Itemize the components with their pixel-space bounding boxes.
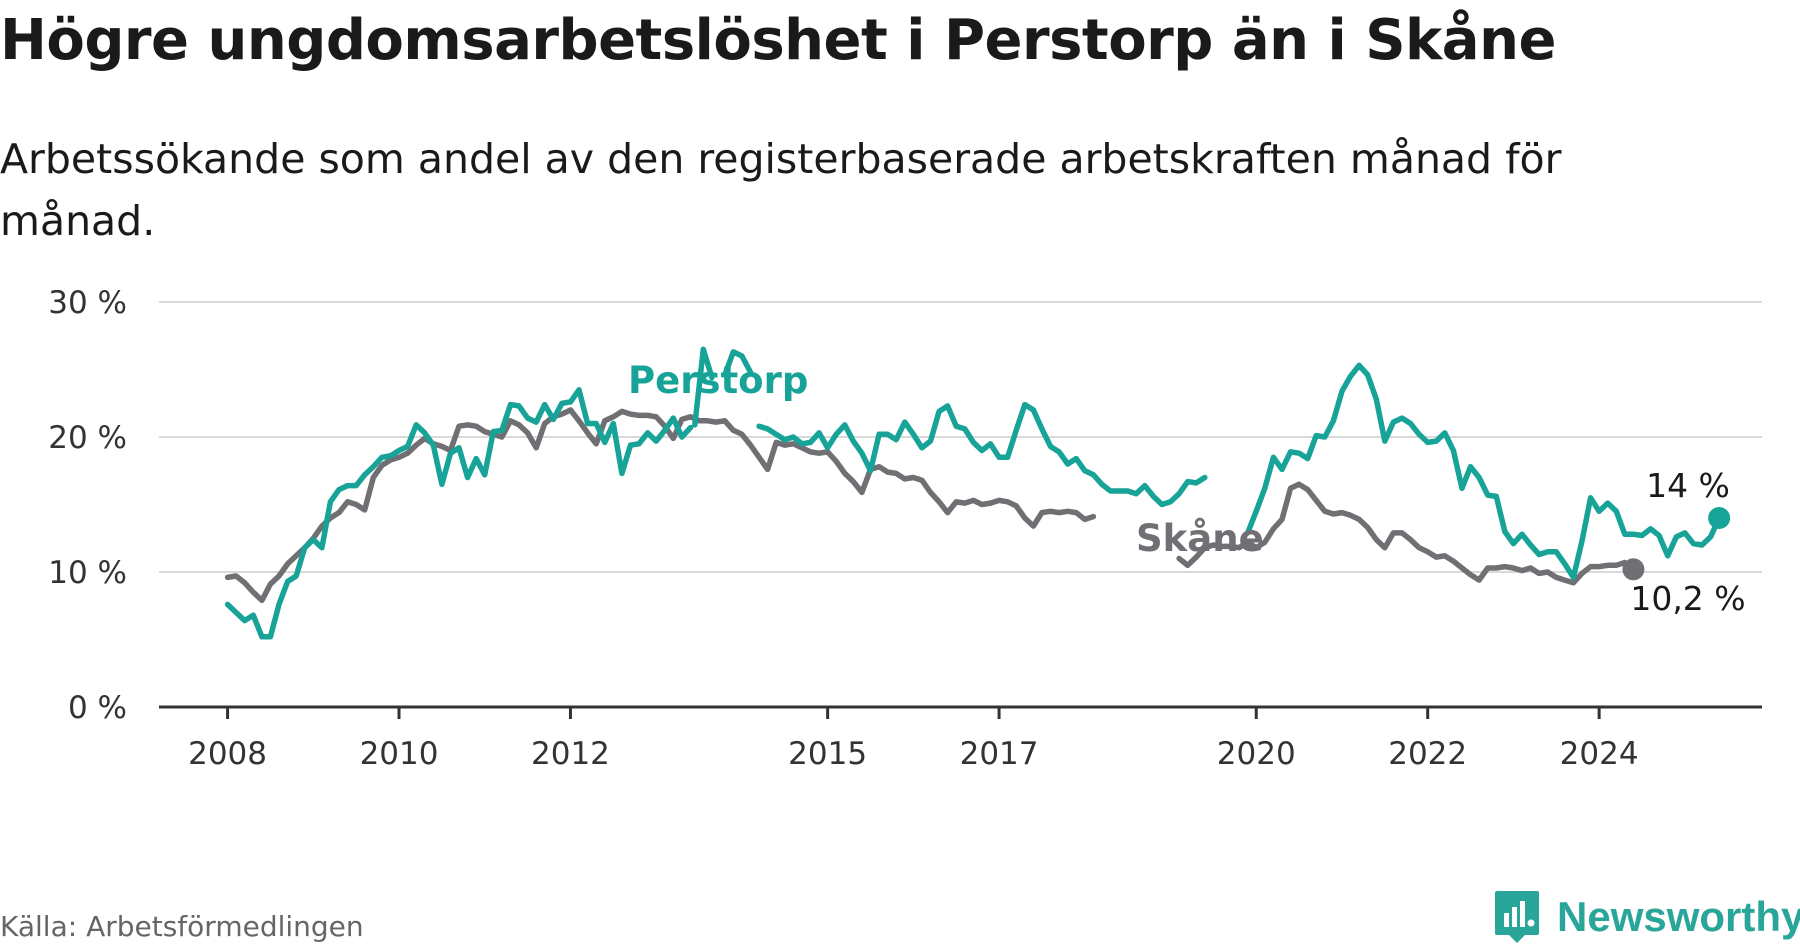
y-tick-label: 10 % [48, 555, 127, 591]
x-tick-label: 2015 [788, 736, 867, 772]
end-point-skane [1622, 558, 1645, 581]
series-labels: Perstorp Skåne 14 % 10,2 % [628, 359, 1746, 618]
series-lines [224, 346, 1731, 640]
series-line-perstorp [722, 349, 754, 378]
y-axis-ticks: 0 % 10 % 20 % 30 % [48, 285, 127, 726]
chart-subtitle: Arbetssökande som andel av den registerb… [0, 135, 1562, 245]
brand-name: Newsworthy [1557, 893, 1800, 940]
series-line-skane [1176, 481, 1637, 586]
x-tick-label: 2017 [960, 736, 1039, 772]
x-tick-label: 2012 [531, 736, 610, 772]
y-tick-label: 30 % [48, 285, 127, 321]
x-tick-label: 2022 [1388, 736, 1467, 772]
series-line-perstorp [692, 346, 715, 428]
x-tick-label: 2008 [188, 736, 267, 772]
x-tick-label: 2020 [1217, 736, 1296, 772]
series-line-perstorp [756, 401, 1208, 508]
end-label-perstorp: 14 % [1646, 466, 1730, 505]
series-label-perstorp: Perstorp [628, 359, 808, 402]
chart-title: Högre ungdomsarbetslöshet i Perstorp än … [0, 8, 1556, 73]
series-label-skane: Skåne [1136, 517, 1264, 560]
series-line-skane [224, 407, 1097, 604]
y-tick-label: 20 % [48, 420, 127, 456]
end-label-skane: 10,2 % [1630, 579, 1745, 618]
x-tick-label: 2024 [1560, 736, 1639, 772]
y-tick-label: 0 % [68, 690, 127, 726]
end-point-perstorp [1708, 507, 1731, 529]
line-chart: 0 % 10 % 20 % 30 % 2008 2010 2012 2015 2017 2020… [48, 285, 1762, 772]
series-line-perstorp [224, 387, 694, 640]
newsworthy-logo-icon [1495, 891, 1539, 943]
series-line-perstorp [1244, 362, 1722, 581]
x-tick-label: 2010 [360, 736, 439, 772]
source-note: Källa: Arbetsförmedlingen [0, 910, 364, 943]
brand-logo: Newsworthy [1493, 887, 1800, 947]
x-axis: 2008 2010 2012 2015 2017 2020 2022 2024 [159, 705, 1762, 772]
